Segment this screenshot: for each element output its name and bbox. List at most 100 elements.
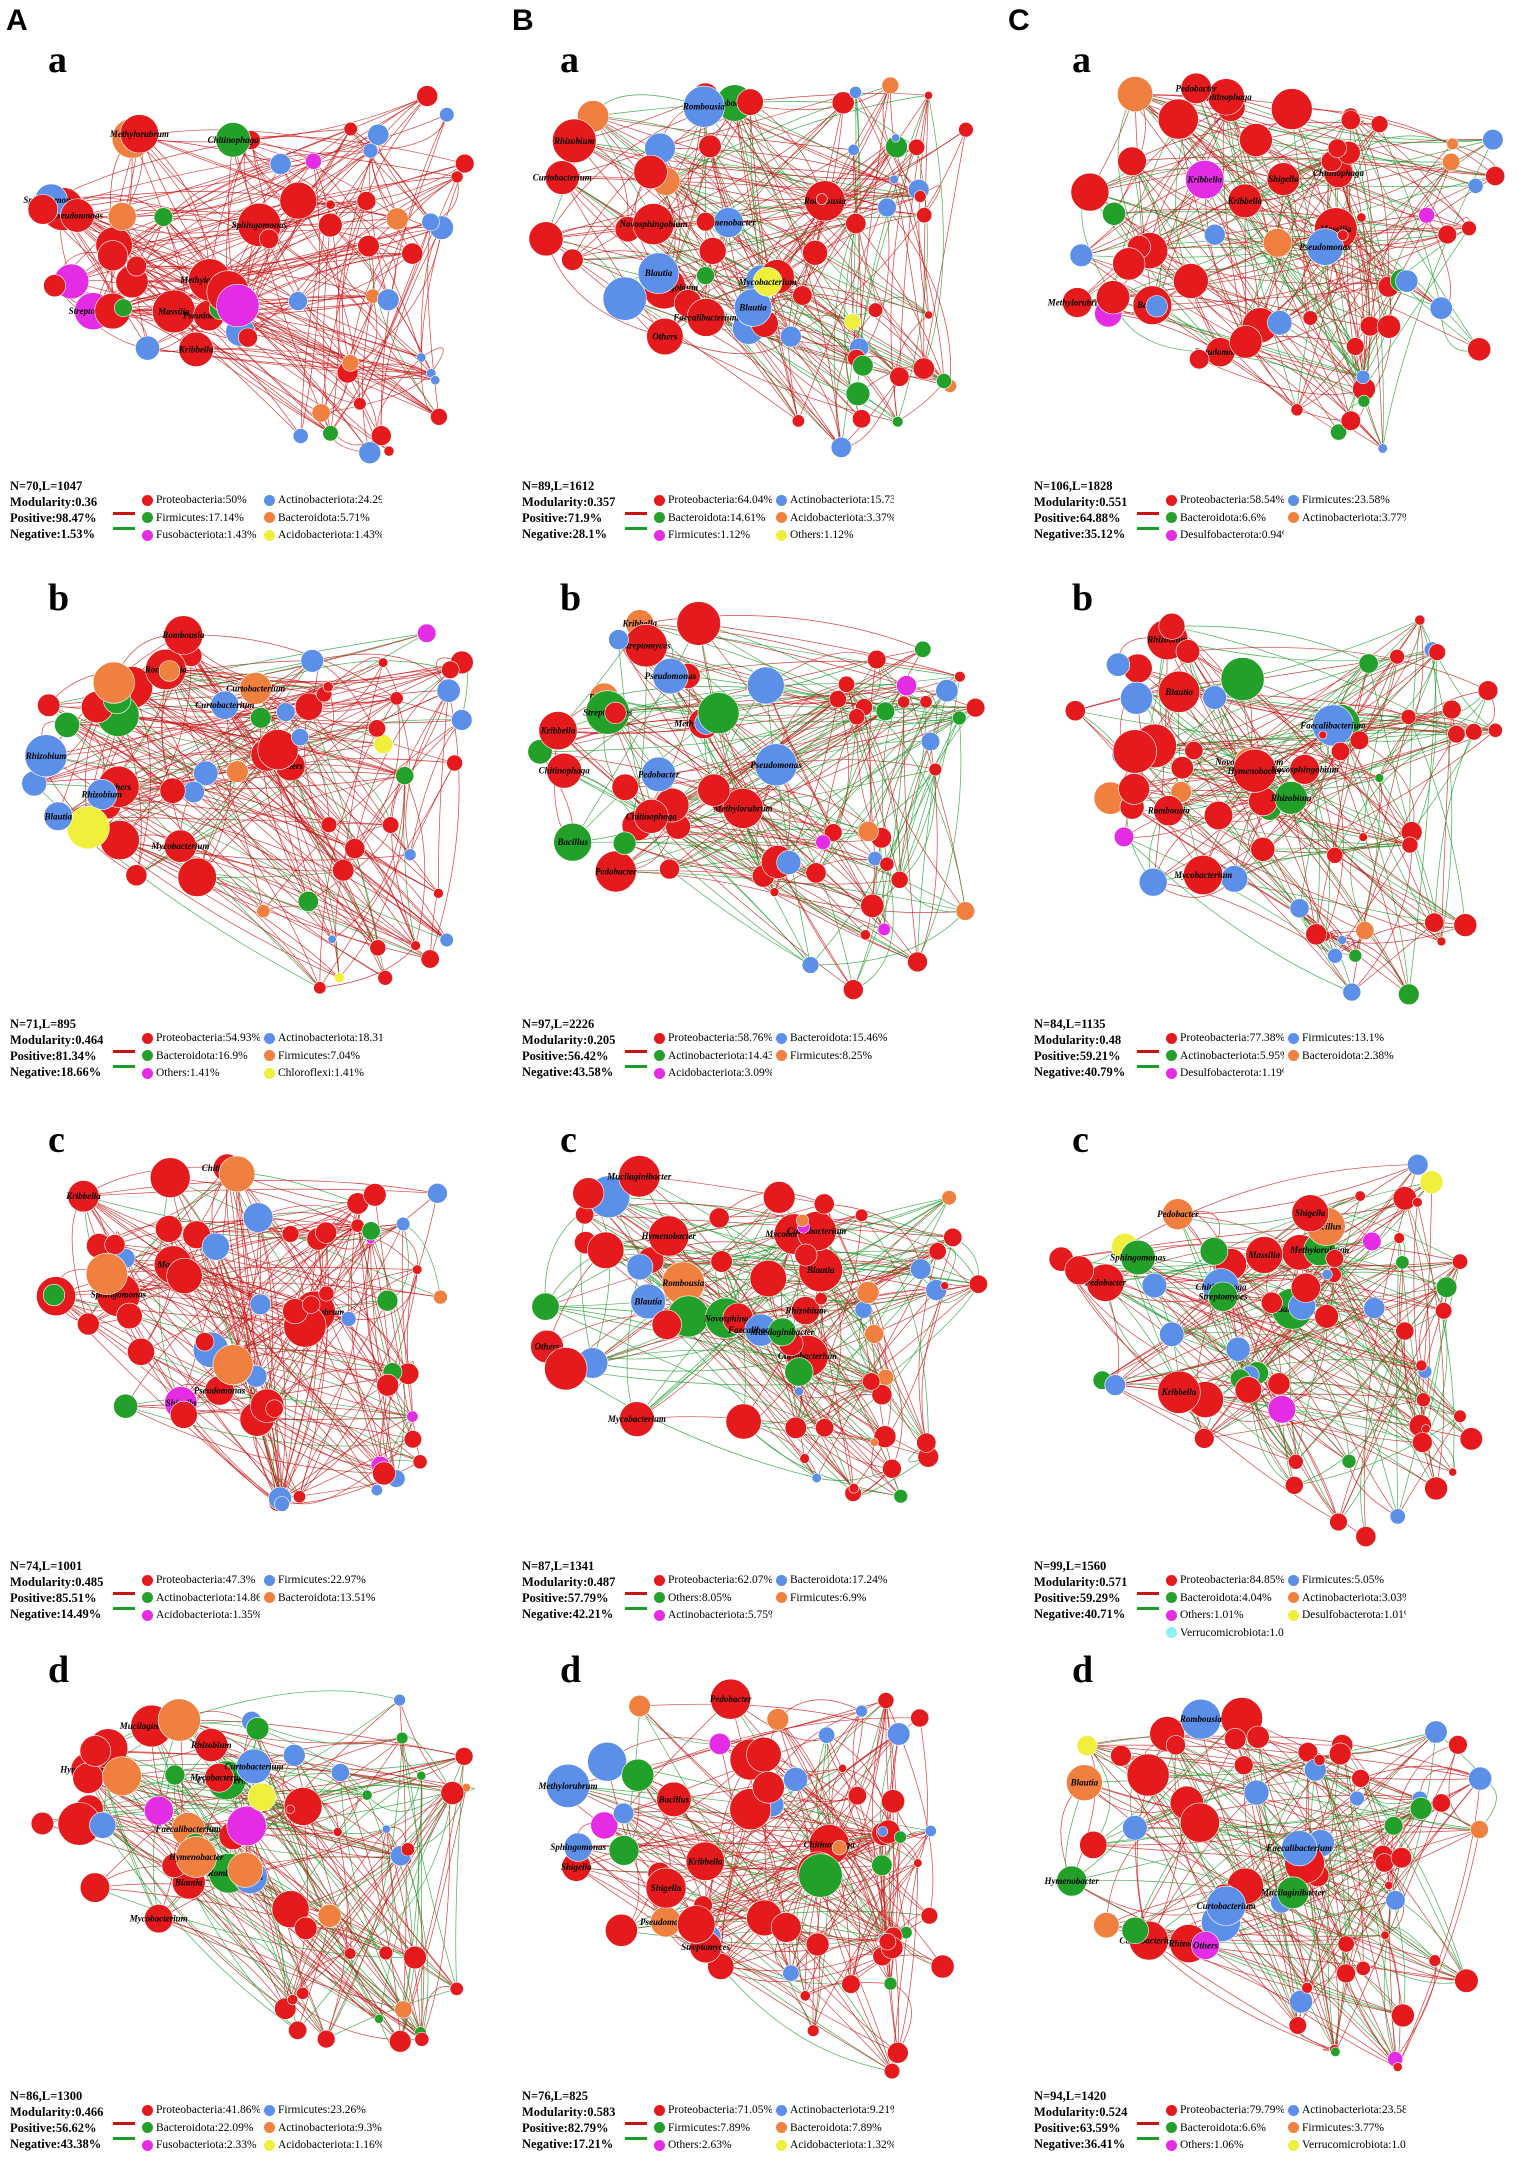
edge-layer [43, 96, 465, 453]
network-node [878, 923, 891, 936]
network-node [250, 707, 271, 728]
legend-item: Firmicutes:17.14% [142, 510, 260, 526]
network-node [794, 1387, 803, 1396]
network-node [1194, 1429, 1214, 1449]
network-node [915, 641, 931, 657]
network-node [73, 1763, 104, 1794]
edge-key [1137, 1592, 1159, 1622]
network-node [1119, 773, 1150, 804]
network-node [455, 1747, 473, 1765]
network-node [401, 1843, 414, 1856]
network-node [1396, 1256, 1409, 1269]
network-node [165, 1765, 185, 1785]
panel-sublabel: a [560, 38, 579, 82]
network-node [1328, 139, 1347, 158]
network-node [807, 2025, 819, 2037]
network-node [969, 1275, 987, 1293]
network-node [368, 124, 389, 145]
legend-swatch [776, 1575, 787, 1586]
network-node [55, 712, 80, 737]
network-node [699, 135, 722, 158]
network-node [248, 1783, 276, 1811]
network-node [404, 1431, 422, 1449]
legend-item: Others:2.63% [654, 2137, 772, 2153]
network-node [917, 1433, 936, 1452]
network-node [1315, 1305, 1339, 1329]
network-node [433, 888, 443, 898]
network-node [1483, 129, 1504, 150]
network-node [1303, 311, 1318, 326]
node-label: Sphingomonas [232, 220, 288, 230]
network-panel-C-b: NovosphingobiumRhizobiumBlautiaHymenobac… [1024, 548, 1524, 1086]
legend-item: Bacteroidota:6.6% [1166, 510, 1284, 526]
network-edge [303, 1786, 452, 1807]
legend-item: Firmicutes:7.04% [264, 1048, 382, 1064]
network-node [43, 1284, 65, 1306]
panel-sublabel: d [48, 1648, 69, 1692]
network-node [876, 702, 895, 721]
network-node [1341, 411, 1361, 431]
legend-item: Firmicutes:5.05% [1288, 1572, 1406, 1588]
network-node [849, 1483, 859, 1493]
panel-sublabel: a [48, 38, 67, 82]
network-panel-A-d: MycobacteriumRombousiaCurtobacteriumFaec… [0, 1620, 500, 2158]
network-node [362, 1222, 380, 1240]
node-label: Blautia [738, 303, 767, 313]
network-node [1247, 1726, 1269, 1748]
legend-item: Actinobacteriota:9.21% [776, 2102, 894, 2118]
network-node [1239, 124, 1272, 157]
legend-swatch [1288, 2140, 1299, 2151]
legend-swatch [1166, 2122, 1177, 2133]
legend-swatch [654, 1610, 665, 1621]
network-node [887, 2042, 908, 2063]
network-node [1114, 827, 1134, 847]
network-node [1468, 338, 1491, 361]
network-node [358, 235, 380, 257]
node-label: Pseudomonas [194, 1386, 246, 1396]
legend-item: Firmicutes:3.77% [1288, 2120, 1406, 2136]
node-label: Mycobacterium [607, 1414, 666, 1424]
network-node [407, 1411, 418, 1422]
network-node [806, 1933, 829, 1956]
network-node [202, 1233, 229, 1260]
legend-item: Proteobacteria:77.38% [1166, 1030, 1284, 1046]
network-node [908, 139, 924, 155]
network-edge [197, 870, 343, 877]
network-node [67, 806, 110, 849]
network-node [105, 1234, 125, 1254]
stat-modularity: Modularity:0.524 [1034, 2104, 1174, 2120]
stat-modularity: Modularity:0.48 [1034, 1032, 1174, 1048]
legend-swatch [776, 2122, 787, 2133]
network-node [334, 973, 344, 983]
network-edge [778, 1700, 862, 1720]
legend-item: Bacteroidota:17.24% [776, 1572, 894, 1588]
network-node [881, 1790, 904, 1813]
negative-edge-key [1137, 527, 1159, 530]
legend-swatch [142, 1592, 153, 1603]
legend-swatch [1166, 1592, 1177, 1603]
network-node [378, 971, 393, 986]
network-node [374, 2014, 383, 2023]
network-node [799, 1854, 843, 1898]
stat-nl: N=70,L=1047 [10, 478, 150, 494]
network-node [1267, 311, 1292, 336]
node-label: Streptomyces [681, 1942, 730, 1952]
network-node [677, 602, 721, 646]
legend-label: Acidobacteriota:3.09% [668, 1065, 772, 1081]
legend-item: Firmicutes:23.58% [1288, 492, 1406, 508]
network-node [108, 202, 136, 230]
legend-label: Firmicutes:5.05% [1302, 1572, 1384, 1588]
legend-swatch [1288, 1050, 1299, 1061]
network-node [785, 1358, 813, 1386]
legend-label: Bacteroidota:5.71% [278, 510, 370, 526]
network-node [936, 680, 958, 702]
network-node [1393, 2062, 1402, 2071]
network-edge [237, 1174, 358, 1204]
network-graph: ChitinophagaKribbellaShigellaSphingomona… [512, 1620, 1012, 2085]
network-node [1180, 1803, 1219, 1842]
legend-item: Actinobacteriota:18.31% [264, 1030, 382, 1046]
edge-key [625, 2122, 647, 2152]
legend-swatch [142, 2105, 153, 2116]
